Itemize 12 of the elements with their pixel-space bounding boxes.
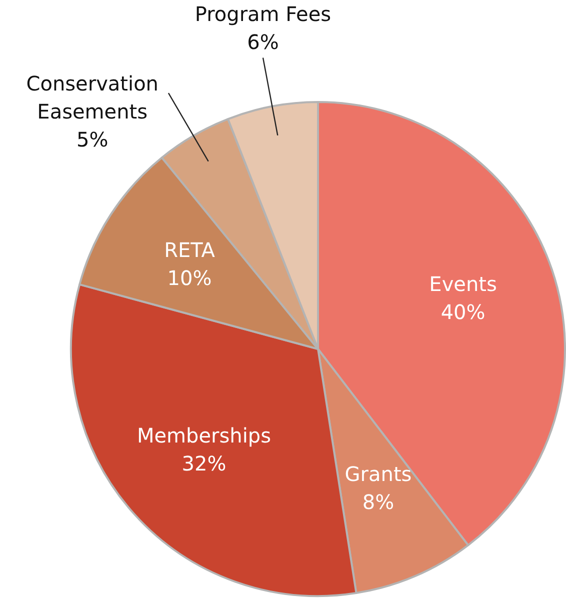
data-label: 32%	[182, 451, 226, 476]
slice-label: RETA	[164, 238, 216, 262]
slice-label: Grants	[344, 462, 412, 486]
slice-label: Program Fees	[194, 2, 332, 26]
data-label: 5%	[76, 127, 108, 152]
data-label: 10%	[167, 266, 212, 290]
slice-label: Conservation Easements	[26, 71, 158, 124]
slice-label: Events	[429, 272, 497, 296]
data-label: 8%	[362, 490, 394, 514]
slice-label: Memberships	[136, 423, 272, 448]
data-label: 6%	[247, 30, 279, 54]
data-label: 40%	[440, 300, 486, 324]
